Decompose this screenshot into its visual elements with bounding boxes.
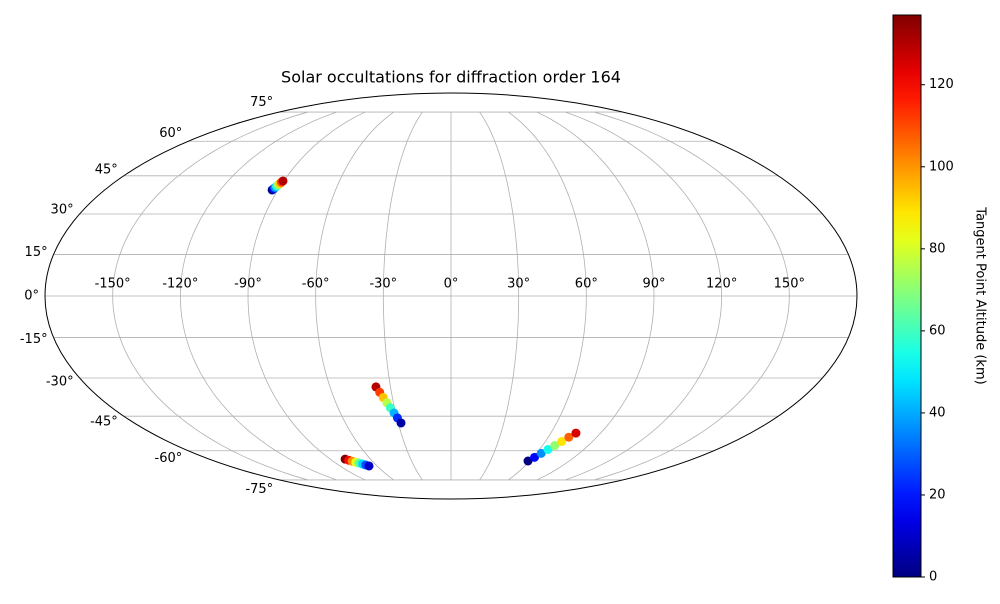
- x-tick-label: 90°: [642, 277, 665, 292]
- grid-line: [594, 111, 790, 481]
- y-tick-label: 0°: [24, 289, 39, 304]
- scatter-point: [557, 437, 567, 447]
- grid-line: [536, 111, 655, 481]
- y-tick-label: 60°: [159, 126, 182, 141]
- y-tick-label: 30°: [51, 203, 74, 218]
- grid-line: [565, 111, 723, 481]
- scatter-point: [364, 461, 374, 471]
- grid-line: [479, 111, 520, 481]
- x-tick-label: -60°: [302, 277, 330, 292]
- colorbar: [892, 14, 922, 578]
- scatter-point: [530, 452, 540, 462]
- colorbar-tick-label: 0: [929, 570, 937, 585]
- y-tick-label: -60°: [155, 451, 183, 466]
- scatter-point: [564, 432, 574, 442]
- scatter-point: [536, 448, 546, 458]
- colorbar-tick-label: 120: [929, 77, 954, 92]
- scatter-point: [550, 441, 560, 451]
- scatter-point: [543, 444, 553, 454]
- colorbar-tick-label: 40: [929, 405, 946, 420]
- scatter-point: [396, 418, 406, 428]
- y-tick-label: 15°: [25, 245, 48, 260]
- x-tick-label: 150°: [774, 277, 805, 292]
- scatter-point: [523, 456, 533, 466]
- y-tick-label: -75°: [245, 482, 273, 497]
- y-tick-label: -15°: [20, 332, 48, 347]
- scatter-point: [278, 176, 288, 186]
- colorbar-tick-label: 80: [929, 241, 946, 256]
- grid-line: [112, 111, 308, 481]
- chart-title: Solar occultations for diffraction order…: [281, 68, 621, 87]
- grid-line: [247, 111, 366, 481]
- grid-line: [508, 111, 587, 481]
- colorbar-tick-label: 100: [929, 159, 954, 174]
- map-boundary: [44, 92, 858, 500]
- colorbar-label: Tangent Point Altitude (km): [973, 206, 988, 384]
- y-tick-label: 75°: [250, 95, 273, 110]
- grid-line: [382, 111, 423, 481]
- x-tick-label: -150°: [95, 277, 131, 292]
- x-tick-label: 60°: [575, 277, 598, 292]
- grid-line: [179, 111, 337, 481]
- x-tick-label: 120°: [706, 277, 737, 292]
- colorbar-tick-label: 60: [929, 323, 946, 338]
- x-tick-label: -30°: [369, 277, 397, 292]
- y-tick-label: -45°: [90, 414, 118, 429]
- y-tick-label: -30°: [46, 374, 74, 389]
- grid-line: [315, 111, 394, 481]
- y-tick-label: 45°: [95, 163, 118, 178]
- x-tick-label: -120°: [162, 277, 198, 292]
- scatter-point: [571, 428, 581, 438]
- x-tick-label: -90°: [234, 277, 262, 292]
- x-tick-label: 0°: [444, 277, 459, 292]
- colorbar-tick-label: 20: [929, 487, 946, 502]
- x-tick-label: 30°: [507, 277, 530, 292]
